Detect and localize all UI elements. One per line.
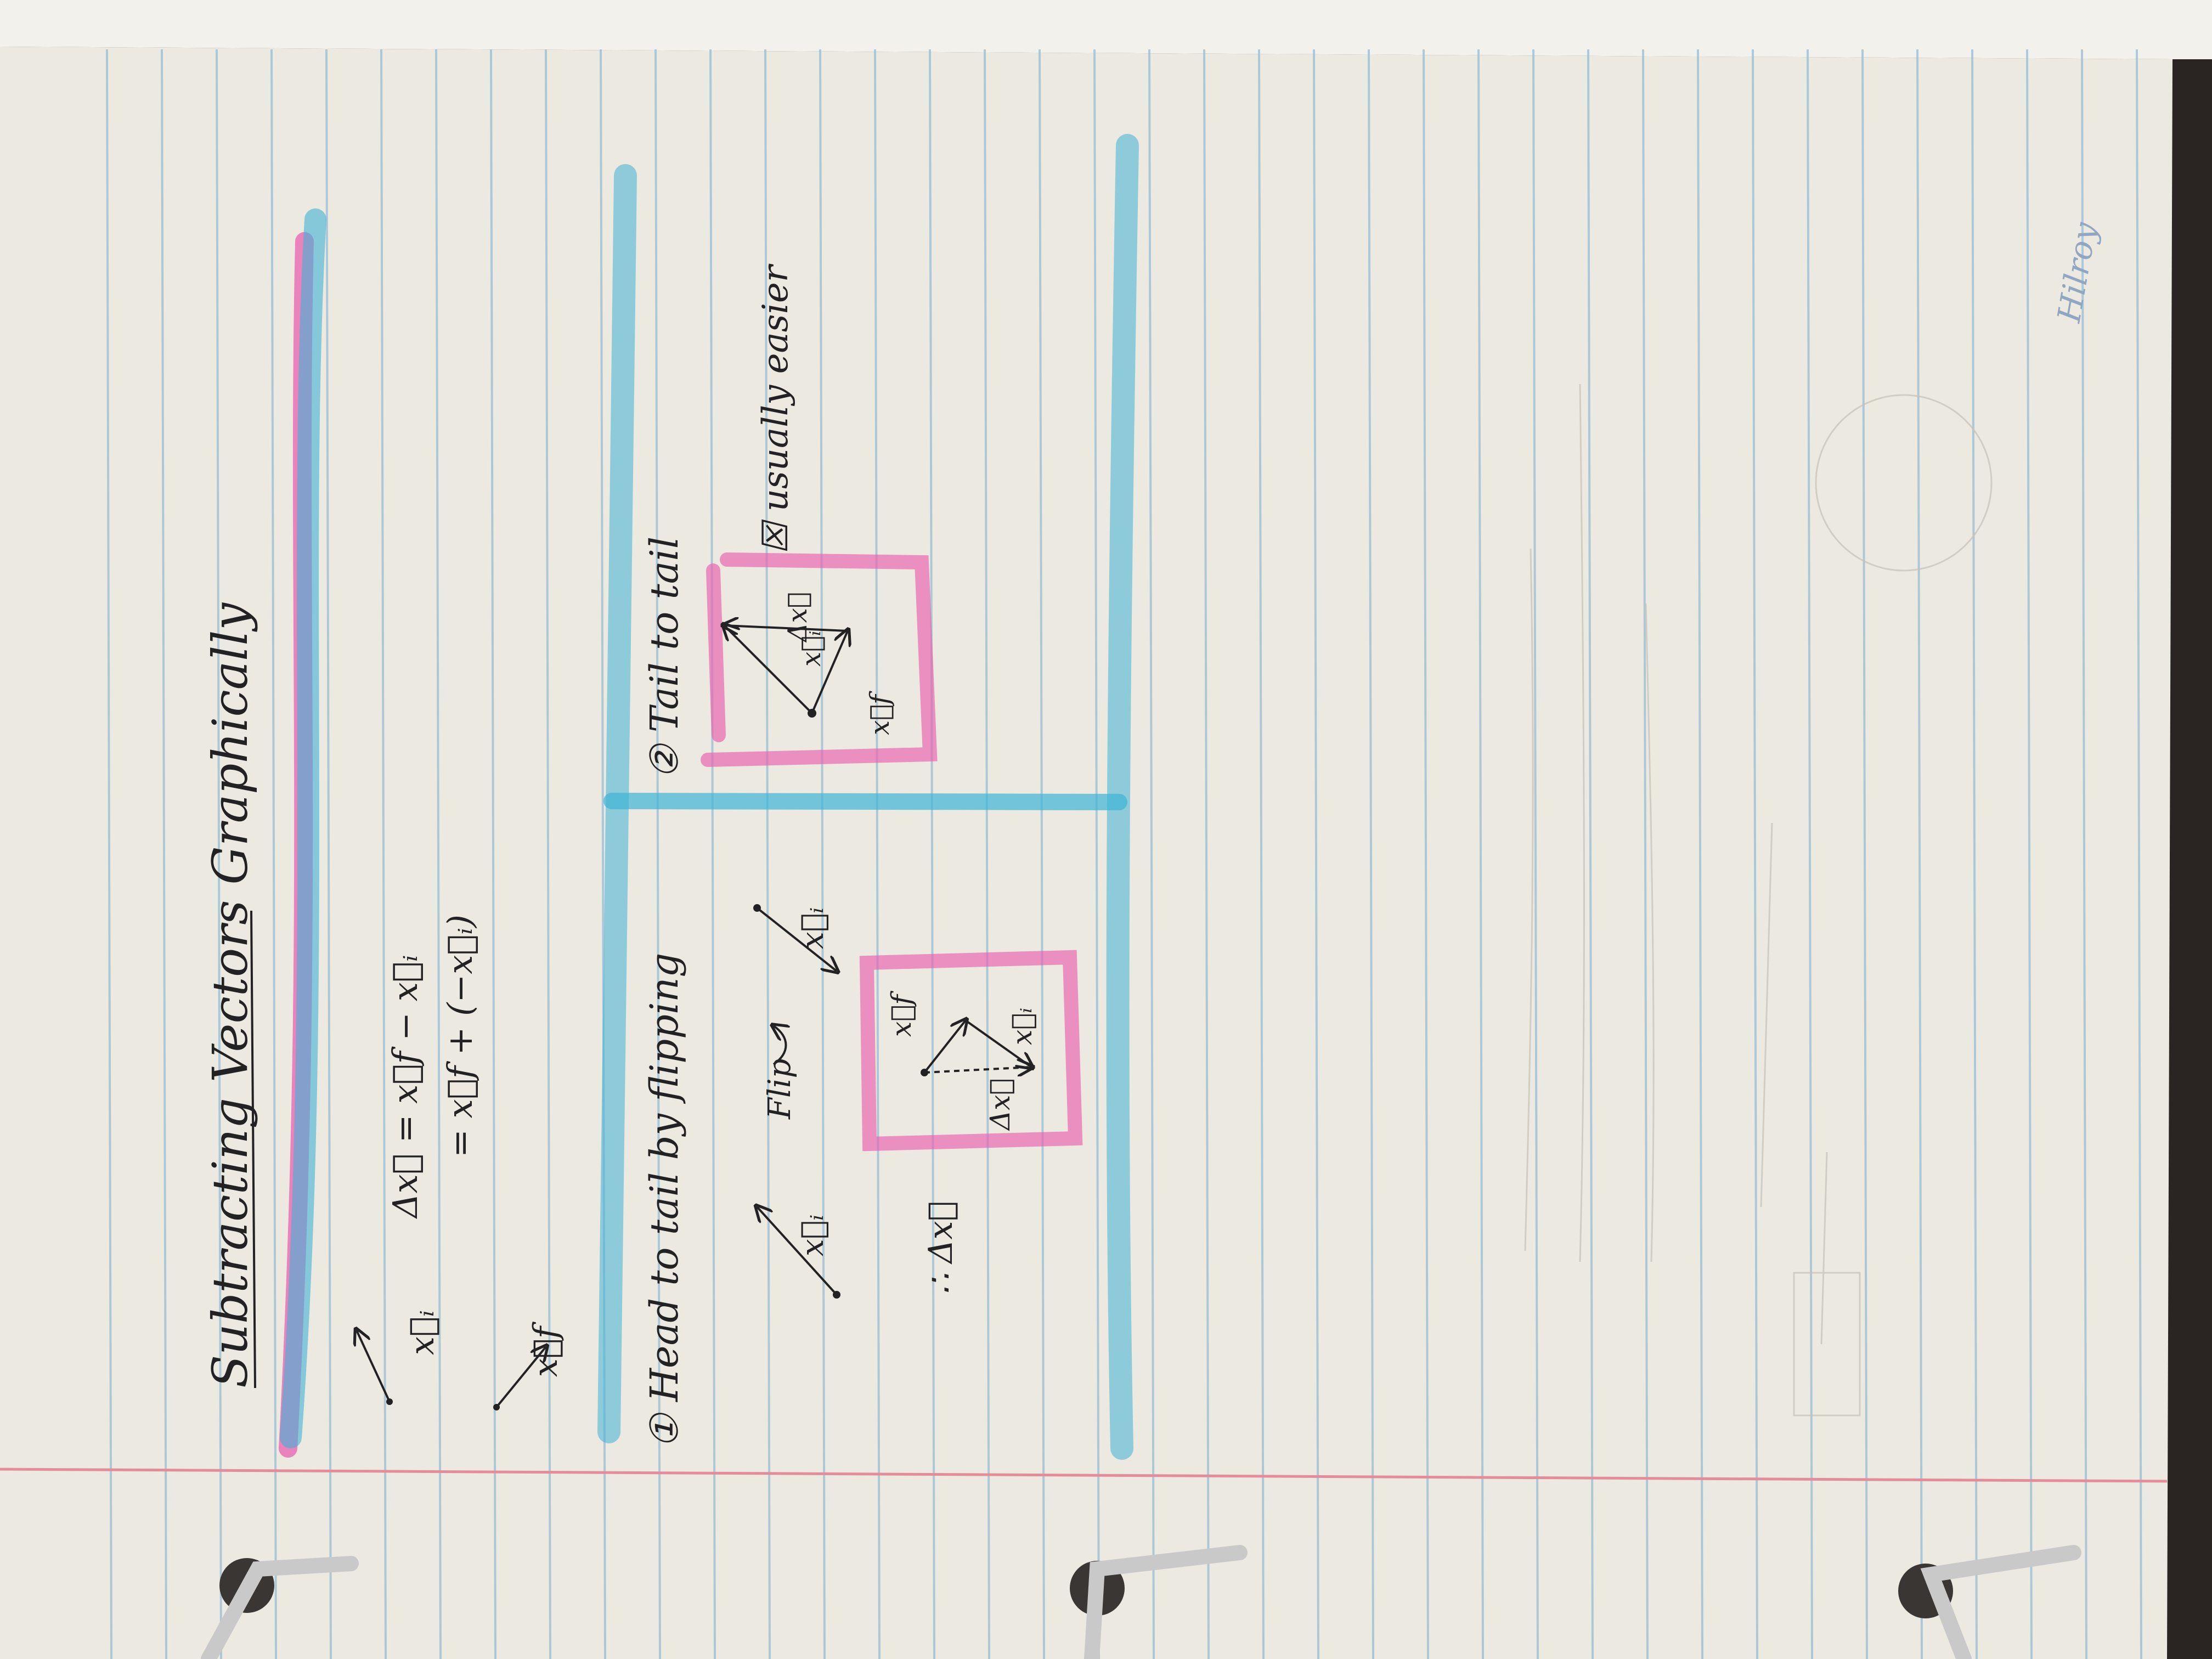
ruled-line bbox=[819, 49, 826, 1659]
ruled-line bbox=[106, 49, 112, 1659]
ruled-line bbox=[929, 49, 935, 1659]
ruled-line bbox=[1971, 49, 1978, 1659]
ruled-line bbox=[1368, 49, 1374, 1659]
method-1-heading: ① Head to tail by flipping bbox=[642, 953, 687, 1448]
ruled-line bbox=[161, 49, 167, 1659]
ruled-line bbox=[1642, 49, 1649, 1659]
ruled-line bbox=[1861, 49, 1868, 1659]
ruled-line bbox=[490, 49, 496, 1659]
ruled-line bbox=[1532, 49, 1539, 1659]
box2-xi-label: x⃗ᵢ bbox=[796, 630, 827, 667]
ruled-line bbox=[1477, 49, 1484, 1659]
ruled-line bbox=[1752, 49, 1758, 1659]
therefore-dx: ∴ Δx⃗ bbox=[922, 1201, 960, 1295]
ruled-line bbox=[2026, 49, 2033, 1659]
ruled-line bbox=[270, 49, 277, 1659]
box1-dx-label: Δx⃗ bbox=[984, 1079, 1016, 1131]
ruled-line bbox=[1807, 49, 1813, 1659]
ruled-line bbox=[1697, 49, 1703, 1659]
ruled-line bbox=[2136, 49, 2142, 1659]
margin-line bbox=[0, 1468, 2168, 1483]
box1-dx-vector bbox=[924, 1067, 1031, 1073]
ruled-line bbox=[1313, 49, 1319, 1659]
method-1-xi-label: x⃗ᵢ bbox=[795, 1215, 831, 1256]
ruled-line bbox=[1148, 49, 1155, 1659]
box1-xi-label: x⃗ᵢ bbox=[1006, 1008, 1038, 1045]
ruled-line bbox=[325, 49, 332, 1659]
box2-xf-label: x⃗f bbox=[865, 691, 895, 735]
usually-easier-note: ☒ usually easier bbox=[755, 263, 796, 554]
ruled-line bbox=[1916, 49, 1923, 1659]
highlighter-strokes bbox=[279, 134, 1139, 1460]
ruled-line bbox=[1203, 49, 1210, 1659]
pink-boxes bbox=[701, 552, 1083, 1152]
bleed-through-marks bbox=[1524, 383, 1993, 1417]
flip-label: Flip bbox=[762, 1058, 798, 1120]
method-1-xi-vector bbox=[757, 1207, 838, 1296]
box2-dx-vector bbox=[724, 625, 848, 631]
ruled-line bbox=[545, 49, 551, 1659]
method-2-heading: ② Tail to tail bbox=[642, 537, 687, 779]
paper-sheet bbox=[0, 47, 2172, 1659]
ruled-line bbox=[435, 49, 442, 1659]
ruled-line bbox=[216, 49, 222, 1659]
equation-1: Δx⃗ = x⃗f − x⃗ᵢ bbox=[385, 955, 425, 1219]
binder-rings bbox=[201, 1545, 2081, 1659]
ruled-line bbox=[1587, 49, 1594, 1659]
vector-xf bbox=[495, 1347, 546, 1408]
ruled-line bbox=[1423, 49, 1429, 1659]
ruled-lines bbox=[106, 49, 2142, 1659]
ruled-line bbox=[1258, 49, 1265, 1659]
paper-edge-shadow bbox=[0, 0, 2212, 59]
ruled-line bbox=[654, 49, 661, 1659]
vector-xi bbox=[357, 1330, 391, 1402]
vector-xi-label: x⃗ᵢ bbox=[403, 1310, 442, 1355]
box1-xf-label: x⃗f bbox=[885, 991, 917, 1037]
ruled-line bbox=[764, 49, 771, 1659]
equation-2: = x⃗f + (−x⃗ᵢ) bbox=[440, 915, 480, 1158]
title-underline bbox=[250, 910, 256, 1389]
flip-arrow bbox=[774, 1026, 786, 1065]
ruled-line bbox=[709, 49, 716, 1659]
ruled-line bbox=[874, 49, 881, 1659]
ruled-line bbox=[1039, 49, 1045, 1659]
ruled-line bbox=[2081, 49, 2087, 1659]
method-1-flipped-vector bbox=[756, 907, 837, 971]
box2-dx-label: Δx⃗ bbox=[782, 592, 813, 643]
ruled-line bbox=[1093, 49, 1100, 1659]
page-title: Subtracting Vectors Graphically bbox=[202, 602, 258, 1388]
box2-xf-vector bbox=[724, 625, 813, 714]
box2-xi-vector bbox=[811, 631, 848, 714]
box1-xf-vector bbox=[923, 1020, 966, 1074]
method-1-flipped-label: x⃗ᵢ bbox=[795, 907, 831, 949]
ruled-line bbox=[984, 49, 990, 1659]
vector-xf-label: x⃗f bbox=[527, 1321, 565, 1377]
